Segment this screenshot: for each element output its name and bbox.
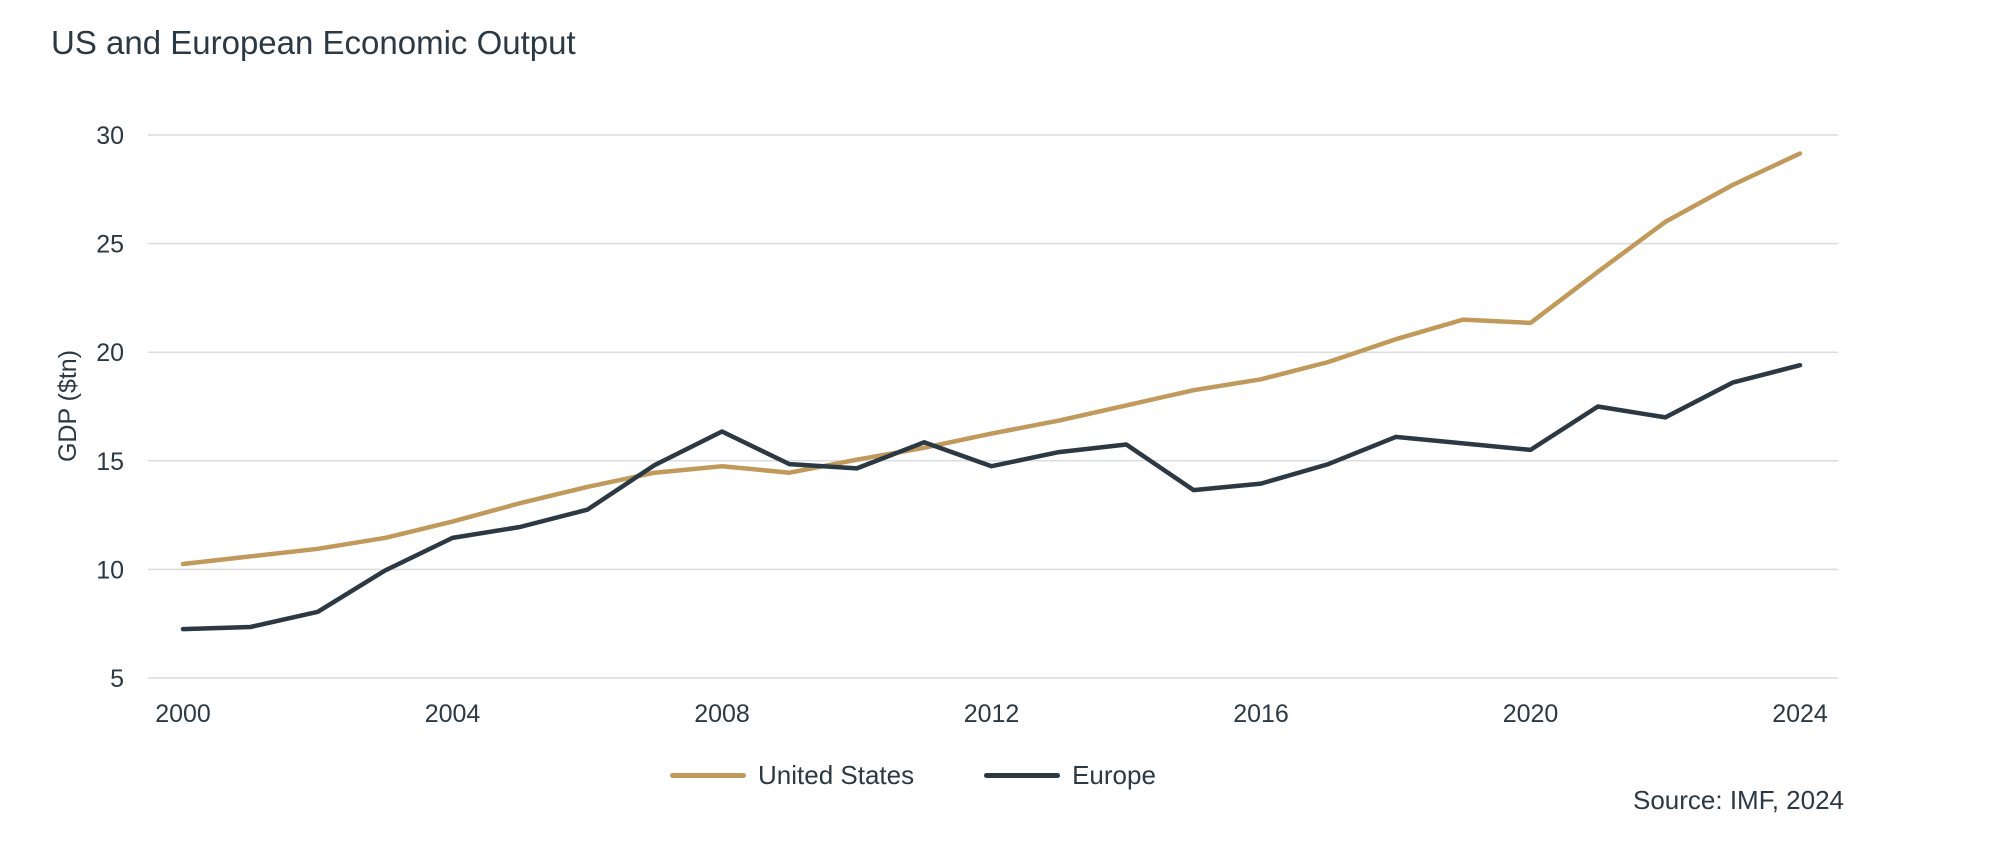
legend-item-united-states: United States [670,760,914,791]
y-tick-label: 20 [96,339,124,367]
legend-swatch-united-states [670,773,746,778]
x-tick-label: 2000 [155,700,211,728]
legend-label-europe: Europe [1072,760,1156,790]
gridlines [148,134,1838,679]
legend-item-europe: Europe [984,760,1156,791]
chart-title: US and European Economic Output [51,24,576,61]
y-tick-label: 30 [96,122,124,150]
series-line-united-states [180,151,1803,567]
y-axis-label: GDP ($tn) [54,350,82,462]
x-tick-label: 2012 [964,700,1020,728]
y-axis-ticks: 5 10 15 20 25 30 [96,122,124,693]
y-tick-label: 25 [96,231,124,259]
x-tick-label: 2008 [694,700,750,728]
x-tick-label: 2004 [425,700,481,728]
y-tick-label: 10 [96,556,124,584]
source-note: Source: IMF, 2024 [1633,785,1844,815]
x-tick-label: 2016 [1233,700,1289,728]
legend-label-united-states: United States [758,760,915,790]
x-axis-ticks: 2000 2004 2008 2012 2016 2020 2024 [155,700,1828,728]
series-line-europe [180,362,1803,632]
legend-swatch-europe [984,773,1061,778]
legend: United States Europe [670,760,1226,791]
x-tick-label: 2020 [1503,700,1559,728]
x-tick-label: 2024 [1772,700,1828,728]
y-tick-label: 5 [110,665,124,693]
series-lines [180,151,1803,632]
y-tick-label: 15 [96,448,124,476]
